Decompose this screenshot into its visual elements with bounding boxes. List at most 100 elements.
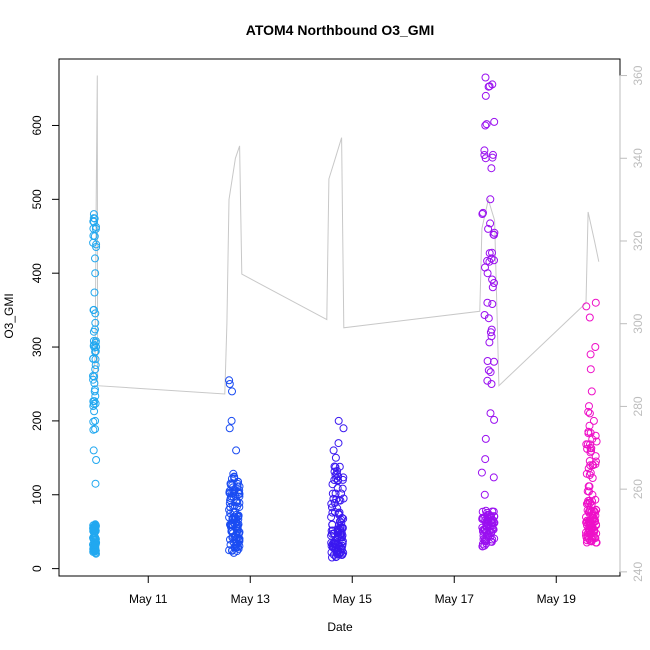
data-point <box>478 523 487 532</box>
data-point <box>481 121 490 130</box>
data-point <box>329 446 338 455</box>
data-point <box>338 484 347 493</box>
data-point <box>591 343 600 351</box>
y-tick-label: 500 <box>30 189 44 209</box>
data-point <box>91 269 100 278</box>
data-point <box>229 469 238 478</box>
data-point <box>586 350 595 359</box>
y-tick-label: 300 <box>30 337 44 357</box>
right-axis-line-series <box>92 75 600 395</box>
data-point <box>228 387 236 396</box>
data-point <box>333 467 342 475</box>
data-point <box>582 302 591 311</box>
data-point <box>585 530 594 539</box>
data-point <box>481 506 490 515</box>
data-point <box>330 499 339 507</box>
data-point <box>89 327 98 336</box>
data-point <box>90 407 99 416</box>
data-point <box>484 366 493 375</box>
data-point <box>232 446 241 455</box>
data-point <box>331 471 340 480</box>
line-series <box>92 75 600 395</box>
data-point <box>232 528 241 537</box>
data-point <box>486 219 495 228</box>
data-point <box>89 425 98 434</box>
data-point <box>327 538 336 547</box>
y-tick-label: 100 <box>30 484 44 504</box>
data-point <box>327 513 336 522</box>
chart-title: ATOM4 Northbound O3_GMI <box>246 22 434 38</box>
data-point <box>480 151 489 159</box>
data-point <box>328 543 337 552</box>
data-point <box>592 437 601 446</box>
data-point <box>338 523 347 532</box>
y-axis-label: O3_GMI <box>2 293 16 338</box>
data-point <box>225 380 234 388</box>
data-point <box>89 397 98 406</box>
data-point <box>225 376 234 385</box>
data-point <box>481 91 490 100</box>
data-point <box>89 306 98 315</box>
data-point <box>490 415 499 424</box>
data-point <box>225 424 234 433</box>
data-point <box>486 368 495 377</box>
y-tick-label: 400 <box>30 263 44 283</box>
data-point <box>91 392 100 401</box>
data-point <box>335 462 344 471</box>
data-point <box>328 520 337 529</box>
data-point <box>585 409 594 418</box>
data-point <box>490 256 498 265</box>
data-point <box>334 416 343 425</box>
data-point <box>89 446 98 455</box>
data-point <box>90 288 99 297</box>
data-point <box>235 542 244 551</box>
data-point <box>585 482 594 491</box>
data-point <box>90 387 99 396</box>
data-point <box>489 150 497 159</box>
data-point <box>485 527 494 535</box>
x-axis: May 11 May 13 May 15 May 17 May 19 <box>129 575 576 606</box>
data-point <box>484 224 493 233</box>
data-point <box>586 468 595 477</box>
y-tick-label: 600 <box>30 115 44 135</box>
data-point <box>227 527 236 536</box>
data-point <box>583 444 592 453</box>
data-point <box>490 534 499 543</box>
data-point <box>583 440 592 449</box>
data-point <box>481 537 490 546</box>
data-point <box>339 424 348 433</box>
data-point <box>485 249 494 258</box>
data-point <box>585 313 594 322</box>
data-point <box>483 298 492 307</box>
data-point <box>328 503 336 512</box>
data-point <box>228 514 237 523</box>
data-point <box>586 520 595 529</box>
data-point <box>486 532 495 541</box>
x-tick-label: May 15 <box>333 592 373 606</box>
data-point <box>234 512 243 521</box>
scatter-points <box>89 73 601 562</box>
data-point <box>330 462 339 471</box>
data-point <box>89 526 98 535</box>
data-point <box>339 494 348 503</box>
data-point <box>91 479 100 488</box>
data-point <box>335 530 344 539</box>
data-point <box>91 536 100 545</box>
data-point <box>89 523 98 532</box>
data-point <box>330 476 339 484</box>
data-point <box>490 357 498 366</box>
data-point <box>583 518 592 527</box>
data-point <box>229 483 237 492</box>
y-tick-label: 0 <box>30 565 44 572</box>
data-point <box>488 275 497 284</box>
data-point <box>479 208 487 217</box>
data-point <box>328 553 336 562</box>
data-point <box>232 533 241 542</box>
data-point <box>487 254 496 263</box>
data-point <box>233 498 242 507</box>
data-point <box>592 538 601 547</box>
data-point <box>488 80 497 89</box>
data-point <box>482 120 491 129</box>
data-point <box>585 402 593 411</box>
